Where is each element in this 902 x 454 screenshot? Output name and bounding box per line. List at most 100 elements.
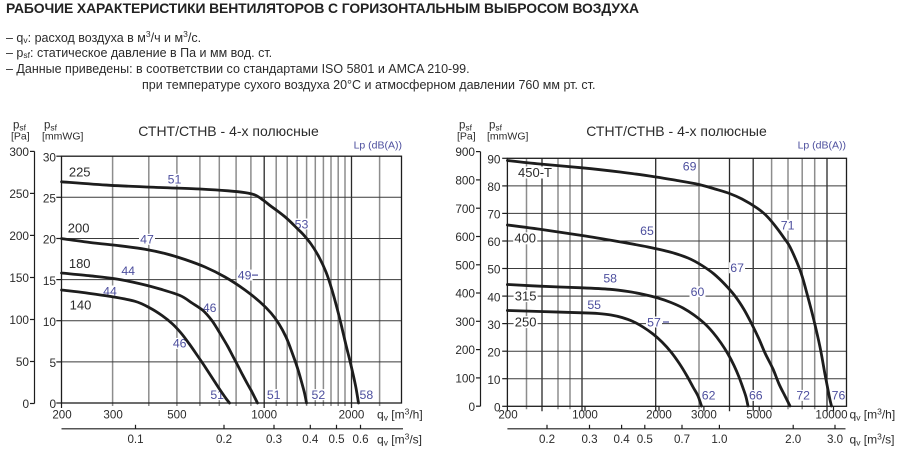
svg-text:58: 58 [360, 388, 374, 402]
svg-text:2000: 2000 [339, 408, 365, 421]
svg-text:500: 500 [455, 258, 475, 272]
svg-text:0.1: 0.1 [127, 433, 143, 446]
svg-text:450-T: 450-T [518, 165, 552, 180]
svg-text:225: 225 [69, 165, 91, 180]
svg-text:60: 60 [691, 285, 705, 299]
svg-text:2.0: 2.0 [785, 433, 801, 446]
svg-text:0.4: 0.4 [614, 433, 631, 446]
svg-text:0.2: 0.2 [539, 433, 555, 446]
svg-text:400: 400 [455, 287, 475, 301]
svg-text:psf: psf [459, 120, 473, 133]
svg-text:200: 200 [52, 408, 71, 421]
svg-text:315: 315 [515, 288, 537, 303]
svg-text:140: 140 [70, 297, 92, 312]
svg-text:0: 0 [49, 397, 56, 411]
svg-text:[mmWG]: [mmWG] [487, 130, 528, 142]
svg-text:70: 70 [487, 208, 501, 222]
svg-text:15: 15 [43, 274, 57, 288]
svg-text:20: 20 [43, 233, 57, 247]
svg-text:51: 51 [267, 388, 281, 402]
svg-text:0.3: 0.3 [581, 433, 597, 446]
svg-text:30: 30 [43, 150, 57, 164]
svg-text:qv [m3/s]: qv [m3/s] [850, 431, 895, 447]
svg-text:Lp (dB(A)): Lp (dB(A)) [798, 140, 846, 152]
svg-text:100: 100 [9, 313, 29, 327]
svg-text:66: 66 [749, 389, 763, 403]
svg-text:700: 700 [455, 202, 475, 216]
svg-text:67: 67 [730, 261, 744, 275]
svg-text:3.0: 3.0 [827, 433, 843, 446]
svg-text:250: 250 [515, 314, 537, 329]
svg-text:150: 150 [9, 271, 29, 285]
svg-text:300: 300 [9, 145, 29, 159]
svg-text:0.3: 0.3 [266, 433, 282, 446]
svg-text:Lp (dB(A)): Lp (dB(A)) [354, 140, 402, 152]
svg-text:49: 49 [238, 268, 252, 282]
svg-text:180: 180 [69, 256, 91, 271]
svg-text:250: 250 [9, 187, 29, 201]
svg-text:200: 200 [455, 343, 475, 357]
svg-text:900: 900 [455, 145, 475, 159]
svg-text:800: 800 [455, 174, 475, 188]
svg-text:1000: 1000 [251, 408, 277, 421]
svg-text:47: 47 [140, 233, 154, 247]
svg-text:0: 0 [22, 397, 29, 411]
svg-text:psf: psf [489, 120, 503, 133]
svg-text:46: 46 [203, 301, 217, 315]
svg-text:2000: 2000 [646, 408, 672, 421]
svg-text:400: 400 [514, 231, 536, 246]
svg-text:qv [m3/h]: qv [m3/h] [377, 406, 423, 422]
svg-text:20: 20 [487, 345, 501, 359]
svg-text:0.5: 0.5 [637, 433, 653, 446]
svg-text:10: 10 [43, 315, 57, 329]
svg-text:1.0: 1.0 [711, 433, 727, 446]
svg-text:[Pa]: [Pa] [11, 130, 30, 142]
svg-text:0: 0 [468, 400, 475, 414]
svg-text:72: 72 [796, 389, 810, 403]
svg-text:200: 200 [498, 408, 517, 421]
svg-text:71: 71 [781, 219, 795, 233]
svg-text:0.7: 0.7 [674, 433, 690, 446]
svg-text:0.6: 0.6 [352, 433, 368, 446]
svg-text:[Pa]: [Pa] [457, 130, 476, 142]
svg-text:5: 5 [49, 356, 56, 370]
svg-text:51: 51 [168, 173, 182, 187]
svg-text:62: 62 [702, 389, 716, 403]
svg-text:300: 300 [103, 408, 122, 421]
svg-text:30: 30 [487, 318, 501, 332]
svg-text:10000: 10000 [815, 408, 847, 421]
svg-text:50: 50 [487, 263, 501, 277]
svg-text:0.4: 0.4 [302, 433, 319, 446]
svg-text:100: 100 [455, 372, 475, 386]
svg-text:500: 500 [167, 408, 186, 421]
svg-text:0.5: 0.5 [328, 433, 344, 446]
svg-text:50: 50 [16, 355, 30, 369]
svg-text:40: 40 [487, 290, 501, 304]
svg-text:600: 600 [455, 230, 475, 244]
svg-text:qv [m3/s]: qv [m3/s] [377, 431, 422, 447]
svg-text:200: 200 [9, 229, 29, 243]
svg-text:65: 65 [640, 224, 654, 238]
svg-text:1000: 1000 [572, 408, 598, 421]
svg-text:200: 200 [68, 221, 90, 236]
svg-text:76: 76 [832, 389, 846, 403]
svg-text:58: 58 [603, 271, 617, 285]
svg-text:psf: psf [13, 120, 27, 133]
svg-text:25: 25 [43, 192, 57, 206]
svg-text:[mmWG]: [mmWG] [42, 130, 83, 142]
svg-text:СТНТ/СТНВ - 4-х полюсные: СТНТ/СТНВ - 4-х полюсные [138, 123, 319, 139]
svg-text:80: 80 [487, 180, 501, 194]
svg-text:0.2: 0.2 [216, 433, 232, 446]
svg-text:300: 300 [455, 315, 475, 329]
svg-text:5000: 5000 [746, 408, 772, 421]
svg-text:qv [m3/h]: qv [m3/h] [850, 406, 896, 422]
svg-text:44: 44 [121, 264, 135, 278]
svg-text:10: 10 [487, 373, 501, 387]
svg-text:psf: psf [44, 120, 58, 133]
svg-text:57: 57 [647, 315, 661, 329]
svg-text:60: 60 [487, 235, 501, 249]
svg-text:55: 55 [587, 298, 601, 312]
svg-text:СТНТ/СТНВ - 4-х полюсные: СТНТ/СТНВ - 4-х полюсные [586, 123, 767, 139]
svg-text:46: 46 [173, 337, 187, 351]
svg-text:69: 69 [683, 160, 697, 174]
